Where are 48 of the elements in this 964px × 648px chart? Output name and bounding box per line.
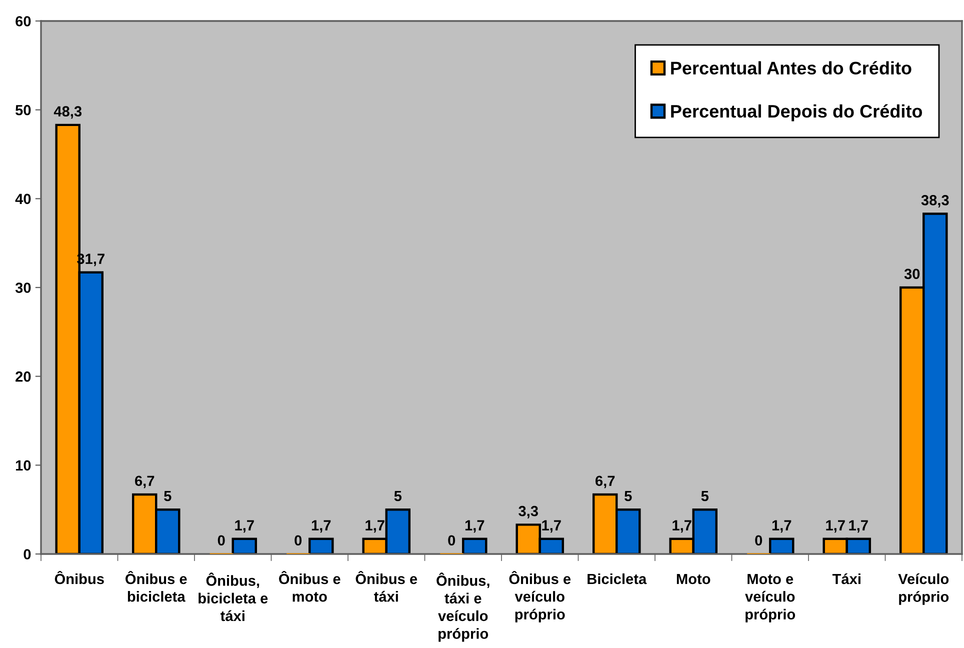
data-label: 6,7 xyxy=(135,476,154,488)
y-tick-label: 0 xyxy=(24,549,31,560)
x-tick-label: Ônibus xyxy=(54,570,104,584)
x-tick-label: Ônibus, bicicleta e táxi xyxy=(198,572,268,622)
data-label: 5 xyxy=(164,490,172,502)
data-label: 5 xyxy=(394,490,402,502)
data-label: 1,7 xyxy=(772,520,792,533)
x-tick-label: Ônibus, táxi e veículo próprio xyxy=(436,572,490,642)
data-label: 30 xyxy=(904,268,920,280)
data-label: 0 xyxy=(448,535,456,546)
data-label: 1,7 xyxy=(366,520,384,533)
data-label: 5 xyxy=(624,490,632,502)
data-label: 1,7 xyxy=(312,520,331,533)
x-tick-label: Bicicleta xyxy=(588,573,647,584)
x-tick-label: Ônibus e bicicleta xyxy=(126,570,187,602)
y-tick-label: 30 xyxy=(15,282,31,293)
data-label: 0 xyxy=(755,535,762,546)
data-label: 5 xyxy=(701,490,709,502)
x-tick-label: Ônibus e moto xyxy=(279,570,340,602)
legend-label: Percentual Depois do Crédito xyxy=(671,104,922,122)
data-label: 1,7 xyxy=(235,520,254,533)
legend-label: Percentual Antes do Crédito xyxy=(671,61,912,74)
data-label: 1,7 xyxy=(542,520,561,533)
y-tick-label: 60 xyxy=(16,16,31,26)
x-tick-label: Veículo próprio xyxy=(898,573,949,605)
data-label: 0 xyxy=(294,535,302,546)
data-label: 1,7 xyxy=(672,520,692,533)
data-label: 48,3 xyxy=(54,106,82,119)
bar xyxy=(462,538,488,554)
x-tick-label: Moto e veículo próprio xyxy=(745,574,796,622)
y-tick-label: 20 xyxy=(16,371,31,382)
x-tick-label: Táxi xyxy=(832,573,860,584)
data-label: 1,7 xyxy=(849,520,868,533)
bar xyxy=(769,538,794,554)
data-label: 3,3 xyxy=(518,506,538,518)
y-tick-label: 40 xyxy=(15,194,31,204)
x-tick-label: Moto xyxy=(676,574,710,584)
x-tick-label: Ônibus e táxi xyxy=(356,570,418,602)
y-tick-label: 50 xyxy=(16,104,31,116)
data-label: 0 xyxy=(218,535,225,546)
x-tick-label: Ônibus e veículo próprio xyxy=(509,570,571,622)
data-label: 38,3 xyxy=(921,195,949,208)
data-label: 6,7 xyxy=(596,476,615,488)
bar xyxy=(232,538,258,554)
data-label: 1,7 xyxy=(826,520,845,533)
bar xyxy=(308,538,334,554)
data-label: 1,7 xyxy=(465,520,484,533)
y-tick-label: 10 xyxy=(16,460,31,471)
